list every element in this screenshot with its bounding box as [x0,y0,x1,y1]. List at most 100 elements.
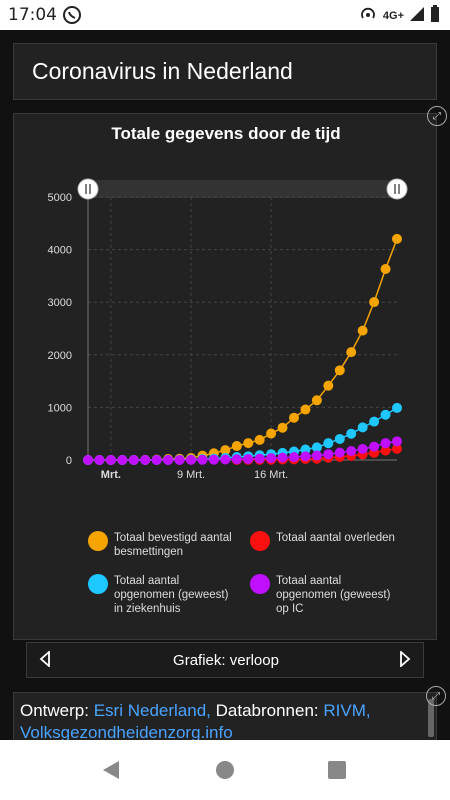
data-point [220,454,231,465]
data-point [346,347,357,358]
status-time: 17:04 [8,5,57,25]
data-point [151,455,162,465]
line-chart: 0 1000 2000 3000 4000 5000 Mrt. 9 Mrt. 16 Mrt. [48,178,408,481]
data-point [369,441,380,452]
data-point [369,297,380,308]
data-point [311,442,322,453]
data-point [380,438,391,449]
data-point [392,436,402,447]
whatsapp-icon [62,5,82,30]
rivm-link[interactable]: RIVM, [323,701,371,720]
data-point [231,454,242,465]
legend-label: Totaal aantal opgenomen (geweest) in zie… [114,575,229,615]
y-tick-label: 2000 [48,350,72,362]
data-point [380,409,391,420]
series-line [88,440,398,461]
data-point [117,455,128,465]
data-point [140,455,151,465]
data-point [289,412,299,423]
signal-icon [410,7,424,24]
status-bar: 17:04 4G+ [0,0,450,30]
data-point [174,454,185,465]
data-point [323,380,334,391]
y-tick-label: 4000 [48,245,72,257]
data-point [105,455,116,465]
data-point [300,444,311,455]
data-point [334,433,345,444]
data-point [83,455,93,465]
data-point [266,453,277,464]
back-icon[interactable] [101,760,121,785]
scrollbar[interactable] [428,699,434,737]
data-point [208,454,219,465]
data-point [311,450,322,461]
legend-item-besmettingen: Totaal bevestigd aantal besmettingen [88,531,238,559]
data-point [323,449,334,460]
app-container: Coronavirus in Nederland ⤢ Totale gegeve… [0,30,450,740]
home-icon[interactable] [215,760,235,785]
data-point [277,422,288,433]
data-point [392,233,402,244]
data-point [369,416,380,427]
data-point [186,454,196,465]
x-tick-label: Mrt. [101,469,121,481]
data-point [311,395,322,406]
data-point [357,443,368,454]
data-point [243,453,254,464]
legend-dot-icon [250,531,270,551]
data-point [128,455,139,465]
data-point [94,455,105,465]
chart-pager: Grafiek: verloop [26,642,424,678]
legend-item-overleden: Totaal aantal overleden [250,531,410,551]
header: Coronavirus in Nederland [13,43,437,100]
y-tick-label: 3000 [48,297,72,309]
ontwerp-label: Ontwerp: [20,701,89,720]
data-point [346,428,357,439]
data-point [220,445,231,456]
expand-icon[interactable]: ⤢ [426,686,446,706]
hotspot-icon [359,5,377,26]
data-point [334,365,345,376]
range-handle-right[interactable] [386,178,408,200]
data-point [266,428,277,439]
credits-panel: Ontwerp: Esri Nederland, Databronnen: RI… [13,692,437,740]
y-tick-label: 1000 [48,402,72,414]
data-point [243,438,254,449]
data-point [254,434,265,445]
chevron-right-icon[interactable] [399,650,411,672]
android-nav-bar [0,740,450,800]
data-point [163,455,174,465]
legend-dot-icon [88,531,108,551]
legend-label: Totaal aantal overleden [276,532,395,544]
chart-title: Totale gegevens door de tijd [111,124,341,143]
databronnen-label: Databronnen: [215,701,319,720]
chevron-left-icon[interactable] [39,650,51,672]
range-slider-track [88,180,397,198]
data-point [254,453,265,464]
data-point [323,438,334,449]
volksgezondheid-link[interactable]: Volksgezondheidenzorg.info [20,723,233,740]
legend-dot-icon [88,574,108,594]
data-point [334,447,345,458]
legend-dot-icon [250,574,270,594]
data-point [277,452,288,463]
data-point [392,443,402,454]
legend-item-ziekenhuis: Totaal aantal opgenomen (geweest) in zie… [88,574,238,616]
recents-icon[interactable] [328,761,346,784]
data-point [380,445,391,456]
y-tick-label: 0 [66,455,72,467]
data-point [392,402,402,413]
x-tick-label: 9 Mrt. [177,469,205,481]
page-title: Coronavirus in Nederland [32,58,293,84]
range-handle-left[interactable] [77,178,99,200]
y-tick-label: 5000 [48,192,72,204]
network-type: 4G+ [382,9,404,22]
pager-label: Grafiek: verloop [173,652,279,669]
data-point [300,451,311,462]
legend-item-ic: Totaal aantal opgenomen (geweest) op IC [250,574,400,616]
data-point [300,404,311,415]
data-point [231,441,242,452]
esri-link[interactable]: Esri Nederland, [93,701,211,720]
expand-icon[interactable]: ⤢ [427,106,447,126]
data-point [357,422,368,433]
